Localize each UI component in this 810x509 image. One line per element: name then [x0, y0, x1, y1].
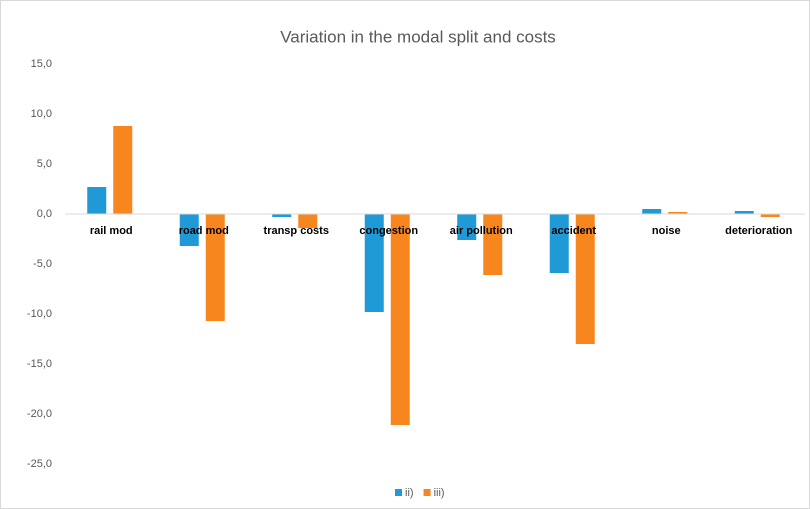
bar	[668, 212, 688, 214]
y-tick-label: -15,0	[27, 358, 52, 370]
x-tick-label: deterioration	[725, 225, 793, 237]
chart-title: Variation in the modal split and costs	[280, 27, 556, 46]
x-tick-label: road mod	[179, 225, 229, 237]
x-tick-label: transp costs	[264, 225, 329, 237]
bar	[87, 187, 107, 214]
y-tick-label: 5,0	[37, 158, 52, 170]
legend-label: ii)	[405, 487, 414, 499]
bar	[760, 214, 780, 217]
bar	[205, 214, 225, 321]
x-tick-label: accident	[551, 225, 596, 237]
bar	[179, 214, 199, 246]
y-tick-label: -20,0	[27, 408, 52, 420]
bar	[642, 209, 662, 214]
y-tick-label: -10,0	[27, 308, 52, 320]
x-tick-label: congestion	[359, 225, 418, 237]
y-tick-label: 15,0	[31, 58, 52, 70]
bar	[390, 214, 410, 425]
y-tick-label: -25,0	[27, 458, 52, 470]
y-tick-label: -5,0	[33, 258, 52, 270]
bar	[298, 214, 318, 228]
x-tick-label: noise	[652, 225, 681, 237]
bar	[575, 214, 595, 344]
bar	[549, 214, 569, 273]
legend-label: iii)	[434, 487, 445, 499]
y-tick-label: 0,0	[37, 208, 52, 220]
legend-swatch	[423, 489, 431, 496]
x-tick-label: air pollution	[450, 225, 513, 237]
bar	[457, 214, 477, 240]
bar	[483, 214, 503, 275]
bar	[272, 214, 292, 217]
bar	[113, 126, 133, 214]
x-tick-label: rail mod	[90, 225, 133, 237]
bar	[734, 211, 754, 214]
legend-swatch	[395, 489, 402, 496]
bar	[364, 214, 384, 312]
y-tick-label: 10,0	[31, 108, 52, 120]
